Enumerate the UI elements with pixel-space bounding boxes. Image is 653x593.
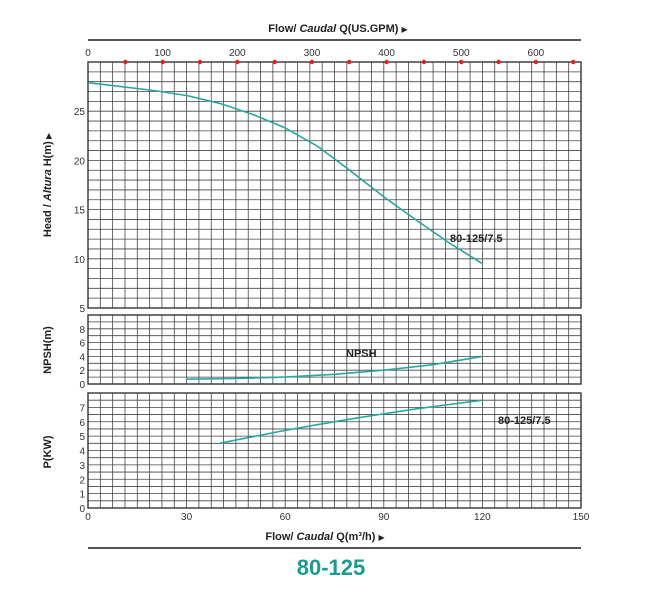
power-tick-label: 0 <box>79 504 85 515</box>
npsh-curve-label: NPSH <box>346 348 377 360</box>
head-tick-label: 15 <box>74 206 86 217</box>
gpm-marker <box>459 59 464 65</box>
head-curve <box>87 81 483 265</box>
bottom-tick-label: 120 <box>474 512 491 523</box>
power-tick-label: 6 <box>79 418 85 429</box>
top-tick-label: 0 <box>85 48 91 59</box>
gpm-marker <box>272 59 277 65</box>
gpm-marker <box>496 59 501 65</box>
npsh-tick-label: 4 <box>79 352 85 363</box>
bottom-axis-title: Flow/ Caudal Q(m³/h) ▶ <box>265 531 385 543</box>
head-axis-title: Head / Altura H(m) ▶ <box>42 132 54 237</box>
power-frame <box>87 392 582 509</box>
npsh-axis-title: NPSH(m) <box>42 326 54 374</box>
power-tick-label: 3 <box>79 461 85 472</box>
gpm-marker <box>309 59 315 65</box>
head-frame <box>87 61 582 309</box>
head-curve-label: 80-125/7.5 <box>450 233 503 245</box>
npsh-curve <box>186 355 483 380</box>
grid-layer <box>87 61 582 509</box>
gpm-marker <box>571 59 576 65</box>
top-tick-label: 300 <box>304 48 321 59</box>
top-tick-label: 100 <box>154 48 171 59</box>
power-tick-label: 2 <box>79 475 85 486</box>
gpm-marker <box>421 59 427 65</box>
npsh-tick-label: 2 <box>79 366 85 377</box>
top-axis-arrow-icon: ▶ <box>402 25 409 34</box>
gpm-marker <box>197 59 203 65</box>
power-tick-label: 7 <box>79 403 85 414</box>
npsh-frame <box>87 314 582 385</box>
bottom-tick-label: 60 <box>280 512 292 523</box>
model-title: 80-125 <box>297 555 366 580</box>
gpm-marker <box>123 59 128 65</box>
power-tick-label: 5 <box>79 432 85 443</box>
npsh-tick-label: 0 <box>79 380 85 391</box>
top-tick-label: 200 <box>229 48 246 59</box>
head-tick-label: 20 <box>74 156 86 167</box>
head-tick-label: 5 <box>79 304 85 315</box>
gpm-marker <box>384 59 389 65</box>
bottom-tick-label: 150 <box>573 512 590 523</box>
head-tick-label: 10 <box>74 255 86 266</box>
npsh-tick-label: 8 <box>79 325 85 336</box>
bottom-tick-label: 0 <box>85 512 91 523</box>
gpm-marker <box>235 59 240 65</box>
bottom-axis-arrow-icon: ▶ <box>378 533 385 542</box>
npsh-tick-label: 6 <box>79 339 85 350</box>
top-tick-label: 400 <box>378 48 395 59</box>
power-tick-label: 4 <box>79 447 85 458</box>
gpm-marker <box>160 59 165 65</box>
power-axis-title: P(KW) <box>42 435 54 468</box>
top-tick-label: 600 <box>528 48 545 59</box>
power-tick-label: 1 <box>79 490 85 501</box>
top-tick-label: 500 <box>453 48 470 59</box>
top-axis-title: Flow/ Caudal Q(US.GPM) ▶ <box>268 23 408 35</box>
bottom-tick-label: 90 <box>378 512 390 523</box>
power-curve <box>219 399 483 445</box>
bottom-tick-label: 30 <box>181 512 193 523</box>
gpm-marker <box>347 59 352 65</box>
gpm-marker <box>533 59 539 65</box>
power-curve-label: 80-125/7.5 <box>498 415 551 427</box>
head-tick-label: 25 <box>74 107 86 118</box>
curve-layer <box>87 81 483 445</box>
